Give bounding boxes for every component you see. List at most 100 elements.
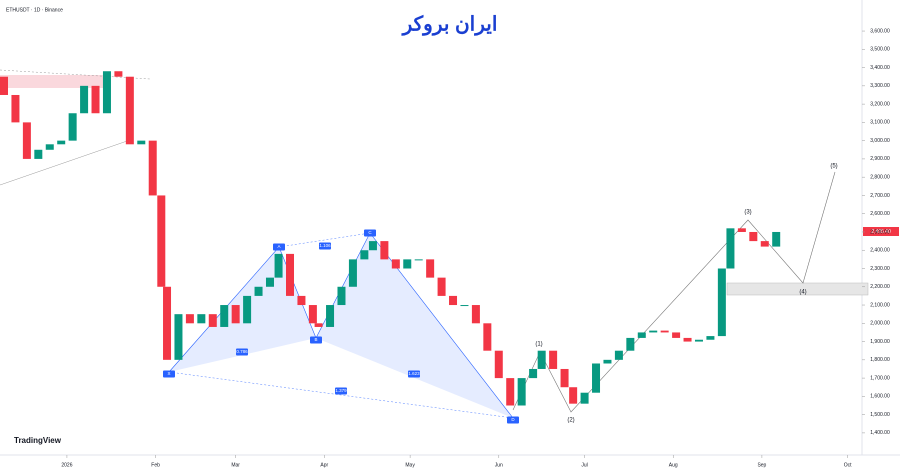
y-tick-label: 1,900.00	[870, 339, 890, 345]
candle-body	[68, 113, 77, 141]
candle-body	[460, 305, 469, 307]
annotation: 0.786	[236, 349, 248, 354]
pattern-line	[168, 371, 514, 419]
candle-body	[506, 378, 515, 406]
candle-body	[637, 332, 646, 338]
annotation: C	[368, 230, 372, 235]
candle-body	[426, 259, 435, 278]
candle-body	[314, 323, 323, 327]
candle-body	[737, 228, 746, 232]
candle-body	[649, 330, 658, 333]
candle-body	[592, 363, 601, 393]
candle-body	[380, 241, 389, 260]
trend-line	[0, 69, 151, 80]
annotation-box	[163, 370, 175, 378]
y-tick-label: 3,100.00	[870, 120, 890, 126]
candle-body	[243, 295, 252, 324]
candle-body	[297, 295, 306, 306]
candle-body	[286, 253, 295, 296]
candle-body	[569, 387, 578, 404]
annotation-box	[236, 348, 248, 356]
candle-body	[471, 305, 480, 324]
candle-body	[326, 305, 335, 327]
annotation-box	[319, 242, 331, 250]
y-tick-label: 2,900.00	[870, 156, 890, 162]
annotation: 1.623	[408, 371, 420, 376]
y-tick-label: 2,500.00	[870, 229, 890, 235]
annotation: D	[511, 417, 515, 422]
candle-body	[220, 305, 229, 327]
annotation-box	[310, 336, 322, 344]
x-tick-label: Sep	[757, 462, 766, 468]
candle-body	[197, 314, 206, 324]
annotation: B	[314, 337, 317, 342]
candle-body	[137, 140, 146, 145]
candle-body	[517, 378, 526, 406]
x-tick-label: May	[405, 462, 415, 468]
candle-body	[717, 268, 726, 337]
y-tick-label: 3,000.00	[870, 138, 890, 144]
candle-body	[148, 140, 157, 196]
candle-body	[391, 259, 400, 269]
candle-body	[125, 76, 134, 145]
y-tick-label: 1,600.00	[870, 394, 890, 400]
candle-body	[483, 323, 492, 351]
pattern-line	[278, 232, 371, 248]
candle-body	[694, 339, 703, 342]
y-tick-label: 2,400.00	[870, 248, 890, 254]
candle-body	[560, 368, 569, 388]
candle-body	[163, 286, 172, 360]
x-tick-label: Feb	[151, 462, 160, 468]
candle-body	[80, 85, 89, 114]
x-tick-label: Oct	[844, 462, 852, 468]
candle-body	[580, 392, 589, 404]
pattern-bcd	[316, 233, 513, 418]
annotation: (5)	[830, 164, 837, 170]
y-tick-label: 3,500.00	[870, 47, 890, 53]
candle-body	[274, 253, 283, 278]
annotation-box	[273, 243, 285, 251]
candle-body	[626, 337, 635, 351]
candle-body	[102, 71, 111, 114]
candle-body	[265, 277, 274, 287]
price-tag: 2,495.40	[871, 229, 891, 235]
candle-body	[494, 350, 503, 379]
wave-line	[512, 171, 836, 413]
candle-body	[174, 314, 183, 360]
candle-body	[0, 76, 9, 95]
x-tick-label: Aug	[669, 462, 678, 468]
x-tick-label: 2026	[61, 462, 72, 468]
logo: ایران بروکر	[401, 13, 498, 36]
candle-body	[614, 350, 623, 360]
demand-zone	[726, 282, 869, 296]
candle-body	[22, 122, 31, 159]
supply-zone	[0, 75, 108, 88]
y-tick-label: 3,200.00	[870, 101, 890, 107]
y-tick-label: 2,100.00	[870, 302, 890, 308]
candle-body	[11, 94, 20, 123]
pattern-xab	[169, 247, 316, 372]
annotation-box	[335, 387, 347, 395]
y-tick-label: 3,400.00	[870, 65, 890, 71]
candle-body	[360, 250, 369, 260]
candle-body	[34, 149, 43, 159]
annotation: (3)	[744, 210, 751, 216]
annotation-box	[364, 229, 376, 237]
candle-body	[368, 241, 377, 251]
candle-body	[772, 231, 781, 247]
x-tick-label: Jun	[495, 462, 503, 468]
candle-body	[45, 144, 54, 150]
candle-body	[254, 286, 263, 296]
annotation: X	[167, 371, 170, 376]
candle-body	[231, 305, 240, 324]
y-tick-label: 2,300.00	[870, 266, 890, 272]
candle-body	[683, 337, 692, 342]
y-tick-label: 2,200.00	[870, 284, 890, 290]
candle-body	[208, 314, 217, 327]
candle-body	[414, 259, 423, 261]
candle-body	[308, 305, 317, 324]
candle-body	[437, 277, 446, 296]
candle-body	[348, 259, 357, 287]
